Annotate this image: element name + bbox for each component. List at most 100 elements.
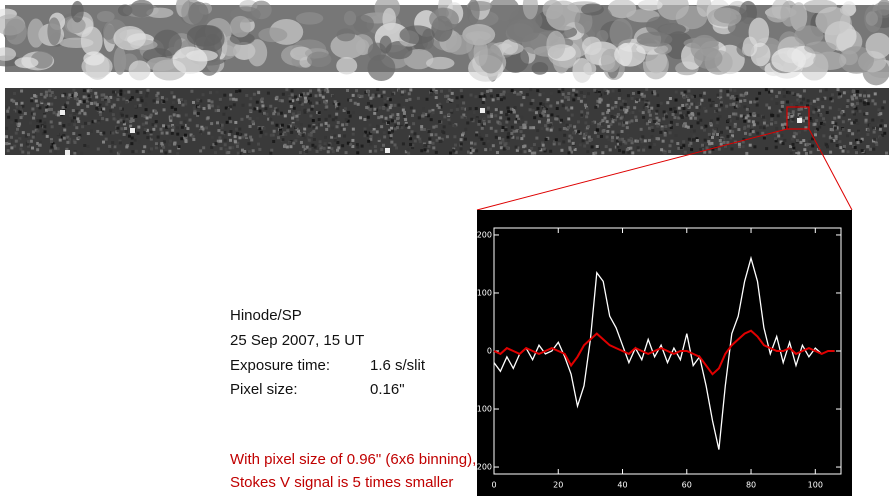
noise-pixel [791,110,795,114]
noise-pixel [489,94,493,98]
noise-pixel [77,119,81,123]
noise-pixel [459,138,463,142]
noise-pixel [599,98,603,102]
noise-pixel [683,122,687,126]
noise-pixel [45,134,49,138]
noise-pixel [645,88,649,92]
noise-pixel [218,136,222,140]
noise-pixel [655,109,659,113]
noise-pixel [624,141,628,145]
noise-pixel [561,104,565,108]
noise-pixel [389,115,393,119]
noise-pixel [228,146,232,150]
granule [403,49,434,70]
noise-pixel [486,106,490,110]
noise-pixel [80,109,84,113]
noise-pixel [470,117,474,121]
noise-pixel [655,116,659,120]
noise-pixel [393,127,397,131]
noise-pixel [858,109,862,113]
noise-pixel [745,151,749,155]
granule [813,51,847,71]
noise-pixel [228,116,232,120]
noise-pixel [207,99,211,103]
noise-pixel [309,131,313,135]
noise-pixel [259,130,263,134]
noise-pixel [291,112,295,116]
noise-pixel [549,149,553,153]
granule [172,46,208,74]
noise-pixel [501,126,505,130]
noise-pixel [145,94,149,98]
noise-pixel [186,127,190,131]
noise-pixel [36,119,40,123]
noise-pixel [36,141,40,145]
noise-pixel [365,106,369,110]
noise-pixel [308,129,312,133]
granule [839,46,875,74]
noise-pixel [149,132,153,136]
noise-pixel [205,126,209,130]
noise-pixel [678,111,682,115]
noise-pixel [336,148,340,152]
noise-pixel [299,140,303,144]
noise-pixel [14,139,18,143]
noise-pixel [296,97,300,101]
noise-pixel [380,125,384,129]
noise-pixel [20,101,24,105]
noise-pixel [308,147,312,151]
noise-pixel [731,130,735,134]
noise-pixel [384,103,388,107]
noise-pixel [43,125,47,129]
noise-pixel [584,103,588,107]
noise-pixel [770,89,774,93]
noise-pixel [656,124,660,128]
noise-pixel [447,98,451,102]
noise-pixel [482,104,486,108]
noise-pixel [380,148,384,152]
noise-pixel [309,114,313,118]
noise-pixel [191,100,195,104]
noise-pixel [663,133,667,137]
noise-pixel [292,115,296,119]
noise-pixel [508,110,512,114]
noise-pixel [394,124,398,128]
noise-pixel [732,96,736,100]
noise-pixel [382,131,386,135]
noise-pixel [679,146,683,150]
noise-pixel [186,123,190,127]
noise-pixel [530,151,534,155]
noise-pixel [690,130,694,134]
noise-pixel [330,126,334,130]
noise-pixel [561,88,565,92]
noise-pixel [469,151,473,155]
noise-pixel [422,127,426,131]
noise-pixel [407,92,411,96]
noise-pixel [831,121,835,125]
noise-pixel [38,119,42,123]
noise-pixel [863,90,867,94]
noise-pixel [405,98,409,102]
noise-pixel [31,135,35,139]
noise-pixel [810,112,814,116]
noise-pixel [336,107,340,111]
noise-pixel [685,113,689,117]
noise-pixel [746,114,750,118]
noise-pixel [559,93,563,97]
noise-pixel [732,112,736,116]
noise-pixel [258,134,262,138]
noise-pixel [802,139,806,143]
noise-pixel [300,102,304,106]
noise-pixel [599,120,603,124]
noise-pixel [689,124,693,128]
noise-pixel [708,150,712,154]
noise-pixel [719,92,723,96]
noise-pixel [822,117,826,121]
noise-pixel [301,133,305,137]
noise-pixel [416,96,420,100]
noise-pixel [520,115,524,119]
noise-pixel [49,149,53,153]
noise-pixel [542,110,546,114]
noise-pixel [89,95,93,99]
noise-pixel [86,89,90,93]
